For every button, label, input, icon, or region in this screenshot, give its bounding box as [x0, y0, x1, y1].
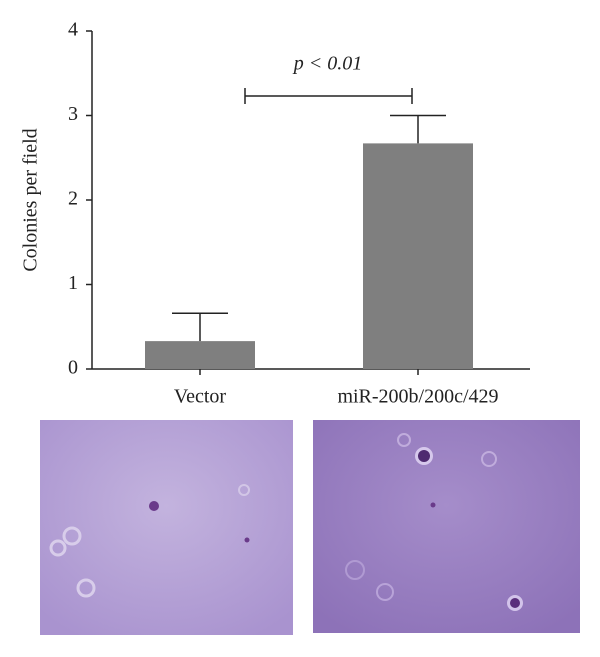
y-tick-label: 4 — [68, 19, 78, 41]
y-axis-label: Colonies per field — [20, 128, 42, 271]
y-tick-label: 2 — [68, 188, 78, 210]
x-tick-label: miR-200b/200c/429 — [337, 386, 498, 408]
bar — [145, 341, 255, 369]
y-tick-label: 1 — [68, 272, 78, 294]
significance-label: p < 0.01 — [292, 53, 363, 75]
y-tick-label: 3 — [68, 103, 78, 125]
x-tick-label: Vector — [174, 386, 227, 408]
significance-bracket — [244, 88, 413, 104]
micrograph-left — [40, 420, 293, 635]
y-tick-label: 0 — [68, 357, 78, 379]
bar — [363, 143, 473, 369]
micrograph-right — [313, 420, 580, 633]
